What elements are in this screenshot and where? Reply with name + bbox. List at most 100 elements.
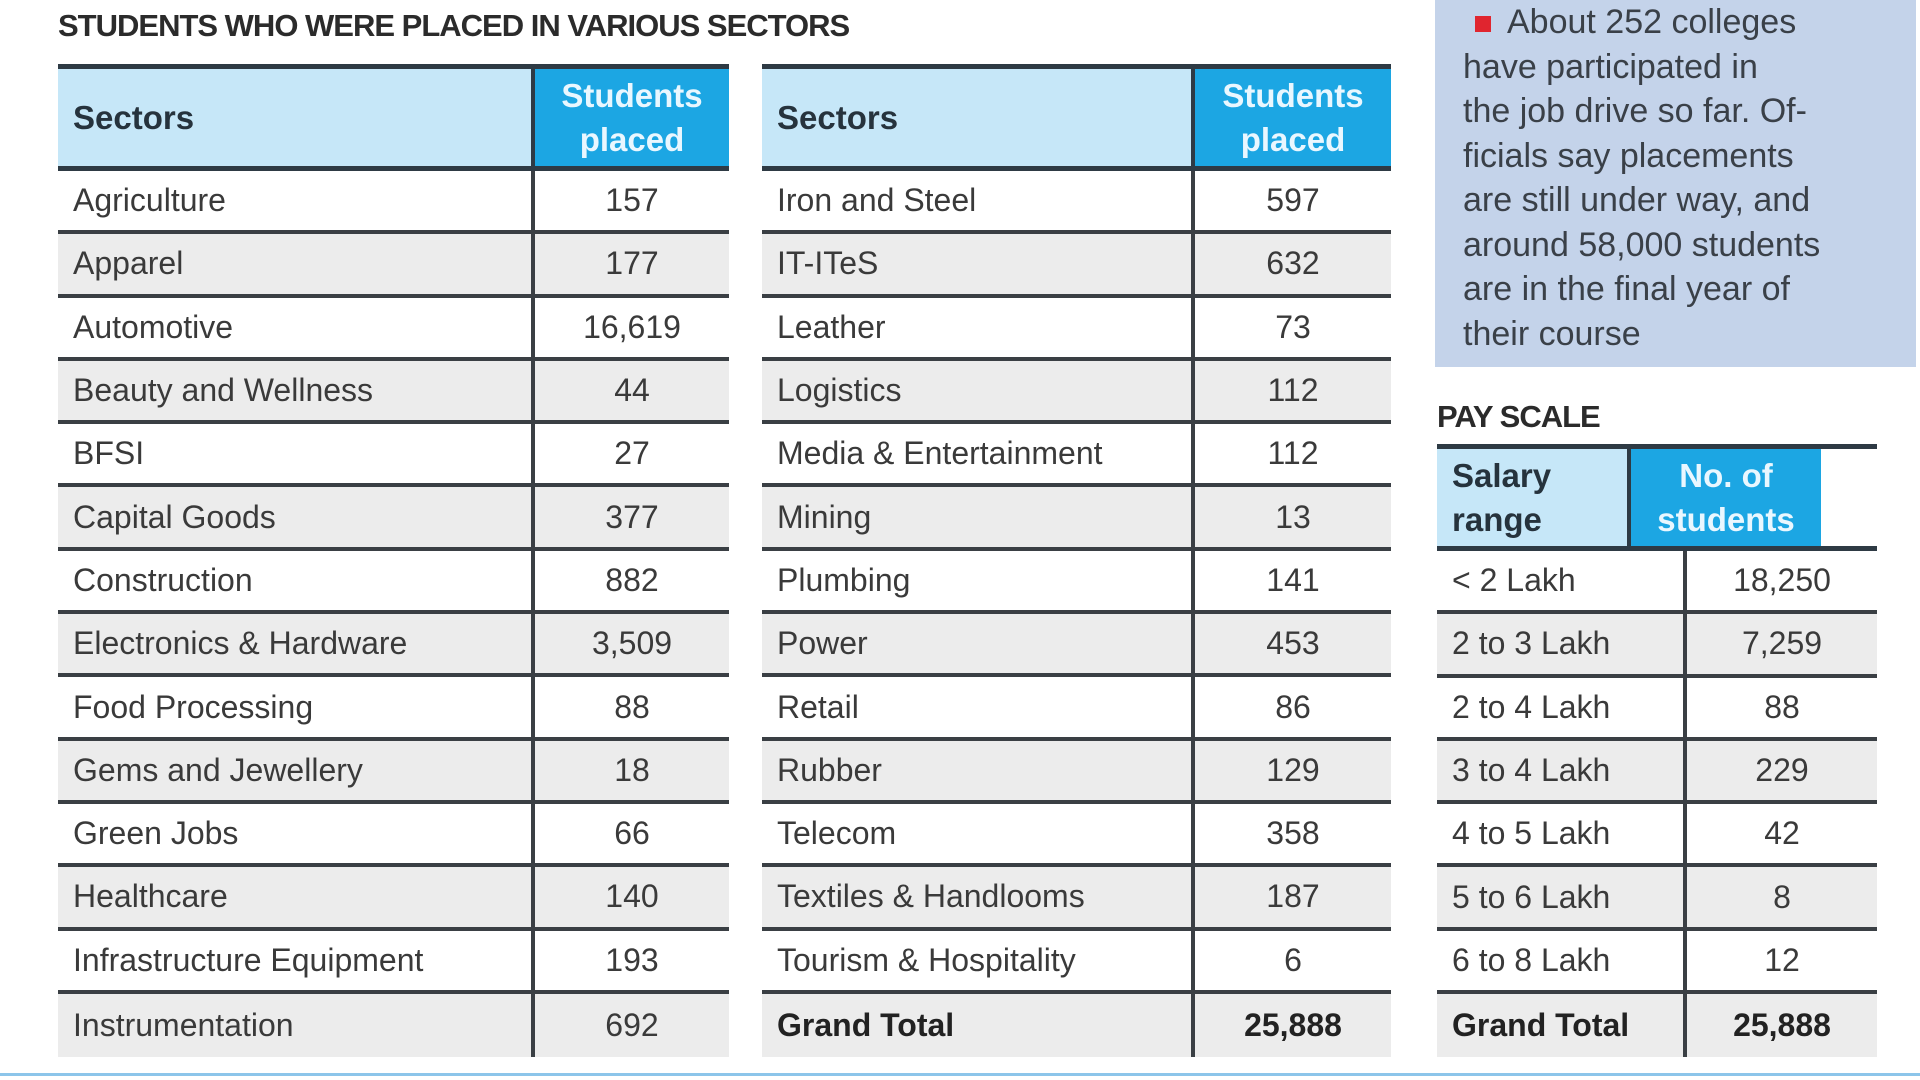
row-label: Iron and Steel xyxy=(777,182,977,219)
row-value: 88 xyxy=(531,677,729,737)
row-value: 140 xyxy=(531,867,729,927)
row-value: 632 xyxy=(1191,234,1391,294)
pay-scale-title: PAY SCALE xyxy=(1437,399,1601,434)
table-header: Sectors Students placed xyxy=(58,64,729,171)
row-label: Automotive xyxy=(73,308,234,345)
row-value: 453 xyxy=(1191,614,1391,674)
note-line: ficials say placements xyxy=(1463,136,1794,175)
row-value: 882 xyxy=(531,550,729,611)
table-row: IT-ITeS 632 xyxy=(762,234,1391,298)
table-row: Tourism & Hospitality 6 xyxy=(762,930,1391,994)
header-salary-range: Salary range xyxy=(1437,449,1627,546)
note-line: are still under way, and xyxy=(1463,181,1811,219)
header-students-placed: Students placed xyxy=(531,69,729,166)
row-value: 88 xyxy=(1683,677,1877,737)
row-value: 66 xyxy=(531,803,729,864)
row-label: Electronics & Hardware xyxy=(73,625,408,662)
row-label: Retail xyxy=(777,688,859,725)
row-label: Leather xyxy=(777,308,886,345)
row-label: Textiles & Handlooms xyxy=(777,878,1085,915)
table-row: Food Processing 88 xyxy=(58,677,729,741)
header-no-of-students: No. of students xyxy=(1627,449,1821,546)
row-value: 177 xyxy=(531,234,729,294)
row-label: Apparel xyxy=(73,245,184,282)
row-value: 112 xyxy=(1191,424,1391,484)
table-row: < 2 Lakh 18,250 xyxy=(1437,551,1877,615)
row-label: Power xyxy=(777,625,868,662)
row-value: 229 xyxy=(1683,740,1877,801)
main-title: STUDENTS WHO WERE PLACED IN VARIOUS SECT… xyxy=(58,8,850,43)
row-label: Food Processing xyxy=(73,688,314,725)
grand-total-row: Grand Total 25,888 xyxy=(762,993,1391,1058)
row-label: Gems and Jewellery xyxy=(73,751,363,788)
row-value: 13 xyxy=(1191,487,1391,547)
row-value: 25,888 xyxy=(1191,993,1391,1058)
row-value: 8 xyxy=(1683,867,1877,927)
grand-total-row: Grand Total 25,888 xyxy=(1437,994,1877,1058)
row-value: 3,509 xyxy=(531,614,729,674)
table-header: Salary range No. of students xyxy=(1437,444,1877,551)
row-label: 2 to 3 Lakh xyxy=(1452,625,1611,662)
table-row: Logistics 112 xyxy=(762,360,1391,425)
row-label: Healthcare xyxy=(73,878,228,915)
row-value: 25,888 xyxy=(1683,994,1877,1058)
row-label: Mining xyxy=(777,498,872,535)
row-value: 42 xyxy=(1683,804,1877,864)
note-line: their course xyxy=(1463,314,1641,353)
row-label: 6 to 8 Lakh xyxy=(1452,941,1611,978)
row-value: 16,619 xyxy=(531,297,729,357)
table-row: 5 to 6 Lakh 8 xyxy=(1437,867,1877,931)
row-label: Telecom xyxy=(777,815,897,852)
row-value: 86 xyxy=(1191,677,1391,737)
table-body: < 2 Lakh 18,250 2 to 3 Lakh 7,259 2 to 4 Lak… xyxy=(1437,551,1877,1058)
table-row: Telecom 358 xyxy=(762,803,1391,868)
table-body: Iron and Steel 597 IT-ITeS 632 Leather 73 Logi… xyxy=(762,171,1391,1058)
table-row: Power 453 xyxy=(762,614,1391,678)
table-row: 4 to 5 Lakh 42 xyxy=(1437,804,1877,868)
table-row: BFSI 27 xyxy=(58,424,729,488)
row-label: Green Jobs xyxy=(73,815,239,852)
row-label: Construction xyxy=(73,561,253,598)
row-value: 27 xyxy=(531,424,729,484)
row-value: 18 xyxy=(531,740,729,800)
table-row: Iron and Steel 597 xyxy=(762,171,1391,235)
row-label: Tourism & Hospitality xyxy=(777,941,1076,978)
row-value: 692 xyxy=(531,993,729,1058)
table-row: Agriculture 157 xyxy=(58,171,729,235)
table-row: Textiles & Handlooms 187 xyxy=(762,867,1391,931)
row-value: 6 xyxy=(1191,930,1391,990)
row-label: 3 to 4 Lakh xyxy=(1452,752,1611,789)
table-row: Retail 86 xyxy=(762,677,1391,741)
note-line: are in the final year of xyxy=(1463,270,1790,308)
note-text: About 252 colleges xyxy=(1507,3,1797,41)
note-line: About 252 colleges xyxy=(1463,0,1916,45)
row-value: 7,259 xyxy=(1683,614,1877,674)
row-label: Instrumentation xyxy=(73,1007,294,1043)
table-row: Healthcare 140 xyxy=(58,867,729,931)
table-row: 3 to 4 Lakh 229 xyxy=(1437,740,1877,805)
row-label: Grand Total xyxy=(777,1007,955,1043)
row-label: Agriculture xyxy=(73,182,226,219)
table-header: Sectors Students placed xyxy=(762,64,1391,171)
row-label: Beauty and Wellness xyxy=(73,372,374,409)
row-value: 112 xyxy=(1191,360,1391,421)
row-label: IT-ITeS xyxy=(777,245,879,282)
table-row: Construction 882 xyxy=(58,550,729,615)
table-row: Infrastructure Equipment 193 xyxy=(58,930,729,994)
table-body: Agriculture 157 Apparel 177 Automotive 16,619… xyxy=(58,171,729,1058)
row-value: 129 xyxy=(1191,740,1391,800)
row-value: 12 xyxy=(1683,930,1877,991)
row-value: 73 xyxy=(1191,297,1391,357)
row-label: BFSI xyxy=(73,435,145,472)
row-value: 141 xyxy=(1191,550,1391,611)
row-value: 193 xyxy=(531,930,729,990)
table-row: Green Jobs 66 xyxy=(58,803,729,868)
table-row: Rubber 129 xyxy=(762,740,1391,804)
table-row: Instrumentation 692 xyxy=(58,993,729,1058)
table-row: Capital Goods 377 xyxy=(58,487,729,551)
table-row: Automotive 16,619 xyxy=(58,297,729,361)
row-value: 187 xyxy=(1191,867,1391,927)
header-students-placed: Students placed xyxy=(1191,69,1391,166)
sectors-table-1: Sectors Students placed Agriculture 157 Ap… xyxy=(58,64,729,1058)
table-row: Plumbing 141 xyxy=(762,550,1391,615)
